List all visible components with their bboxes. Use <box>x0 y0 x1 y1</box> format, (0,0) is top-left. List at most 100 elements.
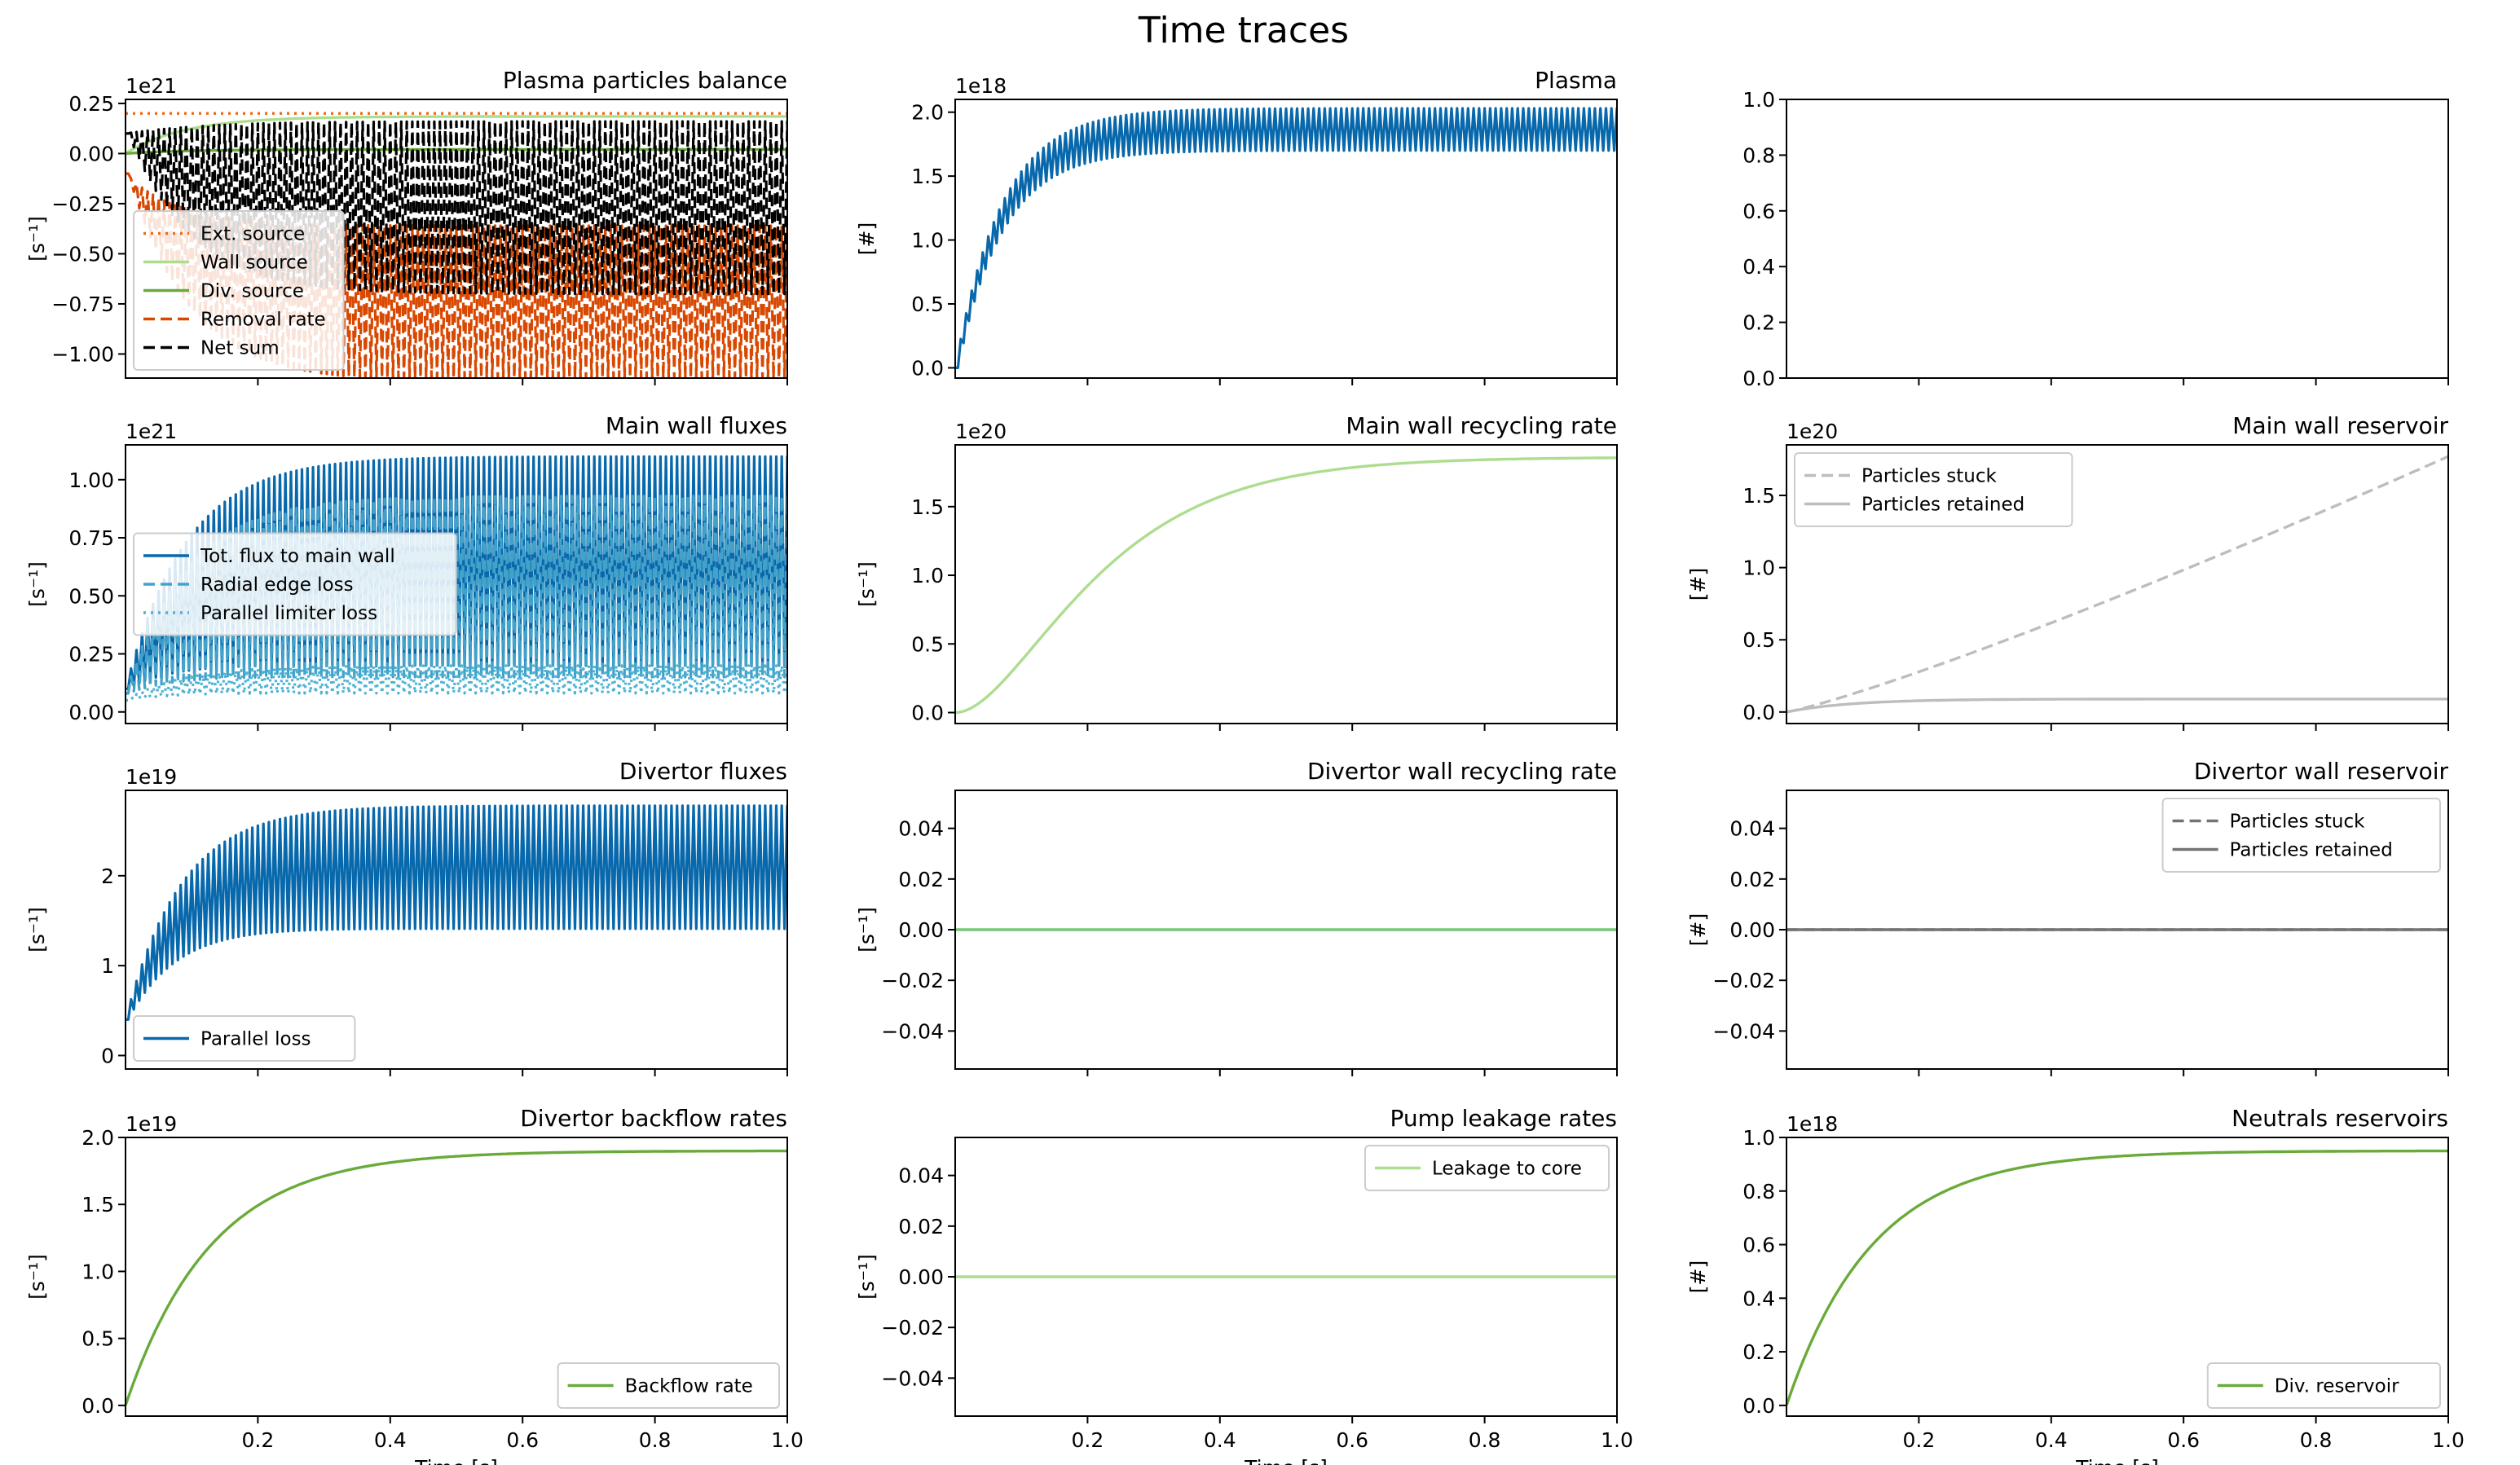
y-axis-label: [s⁻¹] <box>25 907 49 952</box>
legend-label: Backflow rate <box>625 1376 753 1397</box>
panel-title: Divertor backflow rates <box>520 1105 787 1132</box>
legend-label: Leakage to core <box>1432 1159 1582 1180</box>
legend-label: Ext. source <box>200 224 305 245</box>
y-tick-label: 1.5 <box>911 165 944 188</box>
offset-text: 1e21 <box>126 420 177 443</box>
y-axis-label: [s⁻¹] <box>855 1254 879 1300</box>
x-tick-label: 0.2 <box>1072 1428 1104 1452</box>
panel-title: Main wall recycling rate <box>1346 412 1617 439</box>
x-tick-label: 0.6 <box>2167 1428 2200 1452</box>
y-tick-label: −0.25 <box>51 192 114 216</box>
axes-frame <box>1786 444 2449 724</box>
series-line-parallel-loss <box>126 804 787 1021</box>
legend-frame <box>2206 1362 2442 1409</box>
legend-label: Particles stuck <box>1861 466 1997 487</box>
series-line-wall-source <box>126 115 787 155</box>
y-tick-label: −0.02 <box>1712 969 1775 992</box>
x-tick-label: 1.0 <box>771 1428 804 1452</box>
legend: Backflow rate <box>557 1362 780 1409</box>
y-tick-label: 0.00 <box>68 701 114 724</box>
axes-frame <box>954 99 1618 379</box>
y-axis-label: [#] <box>855 222 879 255</box>
x-tick-label: 0.8 <box>639 1428 672 1452</box>
y-tick-label: 0.5 <box>911 632 944 656</box>
legend-frame <box>133 210 345 371</box>
panel-title: Main wall reservoir <box>2232 412 2448 439</box>
legend-label: Radial edge loss <box>200 574 354 596</box>
x-axis-label: Time [s] <box>414 1456 498 1465</box>
y-tick-label: 1.0 <box>1742 1126 1775 1150</box>
offset-text: 1e18 <box>955 74 1007 98</box>
axes-frame <box>125 790 788 1070</box>
panel-title: Divertor fluxes <box>619 758 787 785</box>
y-tick-label: 0.50 <box>68 584 114 608</box>
panel-main-wall-reservoir: 0.0 0.5 1.0 1.5 Main wall reservoir 1e20 [#] Pa… <box>1686 412 2449 731</box>
panel-plasma: 0.0 0.5 1.0 1.5 2.0 Plasma 1e18 [#] <box>855 67 1618 385</box>
x-tick-label: 0.4 <box>374 1428 407 1452</box>
panel-title: Neutrals reservoirs <box>2231 1105 2448 1132</box>
y-tick-label: 1.0 <box>911 564 944 587</box>
y-axis-label: [s⁻¹] <box>25 216 49 262</box>
y-tick-label: 0.25 <box>68 643 114 667</box>
legend-label: Removal rate <box>200 310 326 331</box>
legend: Leakage to core <box>1364 1145 1610 1191</box>
y-tick-label: 0.04 <box>898 817 944 841</box>
y-tick-label: 0.2 <box>1742 311 1775 335</box>
series-group <box>955 107 1617 369</box>
y-tick-label: 0.0 <box>1742 367 1775 390</box>
y-tick-label: −0.02 <box>881 1316 944 1340</box>
y-tick-label: 1.0 <box>1742 88 1775 112</box>
legend-label: Particles retained <box>2230 840 2393 861</box>
legend-label: Tot. flux to main wall <box>200 546 395 567</box>
y-tick-label: 0.2 <box>1742 1340 1775 1364</box>
legend-frame <box>133 532 457 636</box>
y-tick-label: −0.04 <box>881 1019 944 1043</box>
y-tick-label: 1 <box>101 954 114 978</box>
series-line-net-sum <box>126 120 787 296</box>
y-tick-label: 0.4 <box>1742 1287 1775 1310</box>
axes-frame <box>1786 99 2449 379</box>
x-tick-label: 0.2 <box>242 1428 275 1452</box>
y-axis-label: [#] <box>1686 913 1710 946</box>
y-tick-label: −0.75 <box>51 293 114 316</box>
y-tick-label: 0.6 <box>1742 200 1775 223</box>
legend-frame <box>557 1362 780 1409</box>
panel-pump-leakage-rates: 0.04 0.02 0.00 −0.02 −0.04 0.2 0.4 0.6 0.8 1.0 Pum… <box>855 1105 1633 1465</box>
y-tick-label: −0.04 <box>1712 1019 1775 1043</box>
y-tick-label: 0.0 <box>911 356 944 380</box>
legend-label: Parallel limiter loss <box>200 603 377 624</box>
y-tick-label: 0.0 <box>911 702 944 725</box>
y-tick-label: −0.04 <box>881 1366 944 1390</box>
y-tick-label: 0.00 <box>898 918 944 942</box>
legend-label: Wall source <box>200 253 308 274</box>
y-axis-label: [s⁻¹] <box>855 561 879 607</box>
y-axis-label: [s⁻¹] <box>855 907 879 952</box>
y-tick-label: −0.50 <box>51 242 114 266</box>
axes-frame <box>125 1137 788 1417</box>
y-axis-label: [#] <box>1686 1260 1710 1293</box>
y-tick-label: 0.5 <box>911 293 944 316</box>
y-axis-label: [s⁻¹] <box>25 561 49 607</box>
series-group <box>1786 1149 2448 1406</box>
y-tick-label: 0.0 <box>1742 1394 1775 1418</box>
panel-neutrals-reservoirs: 0.0 0.2 0.4 0.6 0.8 1.0 0.2 0.4 0.6 0.8 1.0 Neutral… <box>1686 1105 2465 1465</box>
panel-divertor-fluxes: 0 1 2 Divertor fluxes 1e19 [s⁻¹] Parallel loss <box>25 758 788 1076</box>
y-tick-label: 0.04 <box>1729 817 1775 841</box>
offset-text: 1e20 <box>1786 420 1838 443</box>
series-line-particles-retained <box>1786 697 2448 714</box>
y-tick-label: 0.00 <box>1729 918 1775 942</box>
y-tick-label: 1.5 <box>911 495 944 519</box>
x-axis-label: Time [s] <box>1244 1456 1328 1465</box>
y-tick-label: 0.5 <box>1742 628 1775 652</box>
y-tick-label: −1.00 <box>51 342 114 366</box>
x-tick-label: 0.8 <box>2300 1428 2333 1452</box>
legend: Particles stuck Particles retained <box>2161 798 2442 873</box>
y-tick-label: 0.8 <box>1742 143 1775 167</box>
y-tick-label: 1.0 <box>82 1260 114 1283</box>
panel-title: Plasma <box>1535 67 1617 94</box>
legend: Particles stuck Particles retained <box>1794 452 2073 527</box>
y-tick-label: 0.4 <box>1742 255 1775 279</box>
legend-label: Particles stuck <box>2230 812 2365 833</box>
y-tick-label: 2 <box>101 864 114 888</box>
